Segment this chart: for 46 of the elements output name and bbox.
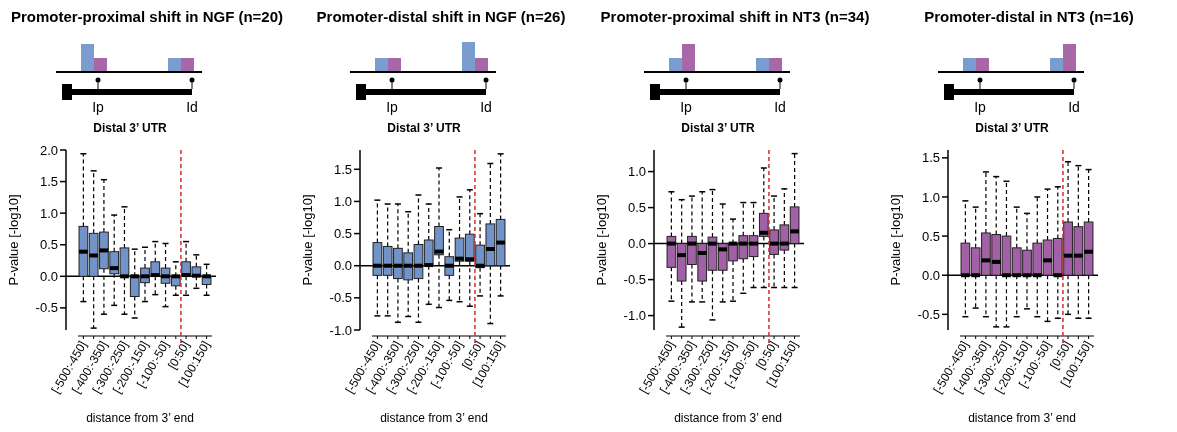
chart-title: Promoter-distal in NT3 (n=16)	[924, 8, 1134, 25]
y-tick-label: -0.5	[917, 306, 940, 322]
y-tick-label: 1.0	[921, 189, 940, 205]
y-axis-title: P-value [-log10]	[888, 194, 903, 286]
y-tick-label: 2.0	[39, 142, 58, 158]
y-tick-label: 0.5	[39, 237, 58, 253]
y-tick-label: 1.0	[333, 193, 352, 209]
y-axis-title: P-value [-log10]	[300, 194, 315, 286]
y-tick-label: 1.5	[921, 150, 940, 166]
text: Id	[1068, 99, 1080, 115]
y-axis-title: P-value [-log10]	[594, 194, 609, 286]
y-tick-label: -1.0	[623, 308, 646, 324]
y-tick-label: 0.0	[333, 258, 352, 274]
y-tick-label: 0.5	[921, 228, 940, 244]
text: Id	[186, 99, 198, 115]
x-axis-title: distance from 3’ end	[968, 411, 1076, 425]
y-tick-label: -0.5	[623, 272, 646, 288]
x-axis-title: distance from 3’ end	[86, 411, 194, 425]
y-tick-label: -1.0	[329, 322, 352, 338]
text: Ip	[974, 99, 987, 115]
y-tick-label: 0.5	[333, 226, 352, 242]
y-tick-label: 0.0	[627, 236, 646, 252]
y-tick-label: 0.0	[39, 268, 58, 284]
y-tick-label: 1.5	[333, 161, 352, 177]
y-tick-label: 1.0	[39, 205, 58, 221]
y-tick-label: 0.5	[627, 200, 646, 216]
text: Distal 3’ UTR	[93, 121, 168, 135]
text: Distal 3’ UTR	[681, 121, 756, 135]
y-tick-label: 1.0	[627, 164, 646, 180]
x-axis-title: distance from 3’ end	[674, 411, 782, 425]
x-axis-title: distance from 3’ end	[380, 411, 488, 425]
chart-title: Promoter-proximal shift in NGF (n=20)	[10, 8, 284, 25]
chart-title: Promoter-distal shift in NGF (n=26)	[316, 8, 566, 25]
text: Id	[774, 99, 786, 115]
text: Ip	[680, 99, 693, 115]
chart-title: Promoter-proximal shift in NT3 (n=34)	[600, 8, 870, 25]
y-tick-label: -0.5	[35, 300, 58, 316]
text: Distal 3’ UTR	[975, 121, 1050, 135]
text: Ip	[92, 99, 105, 115]
y-tick-label: 1.5	[39, 174, 58, 190]
y-axis-title: P-value [-log10]	[6, 194, 21, 286]
y-tick-label: 0.0	[921, 267, 940, 283]
text: Ip	[386, 99, 399, 115]
text: Id	[480, 99, 492, 115]
text: Distal 3’ UTR	[387, 121, 462, 135]
y-tick-label: -0.5	[329, 290, 352, 306]
